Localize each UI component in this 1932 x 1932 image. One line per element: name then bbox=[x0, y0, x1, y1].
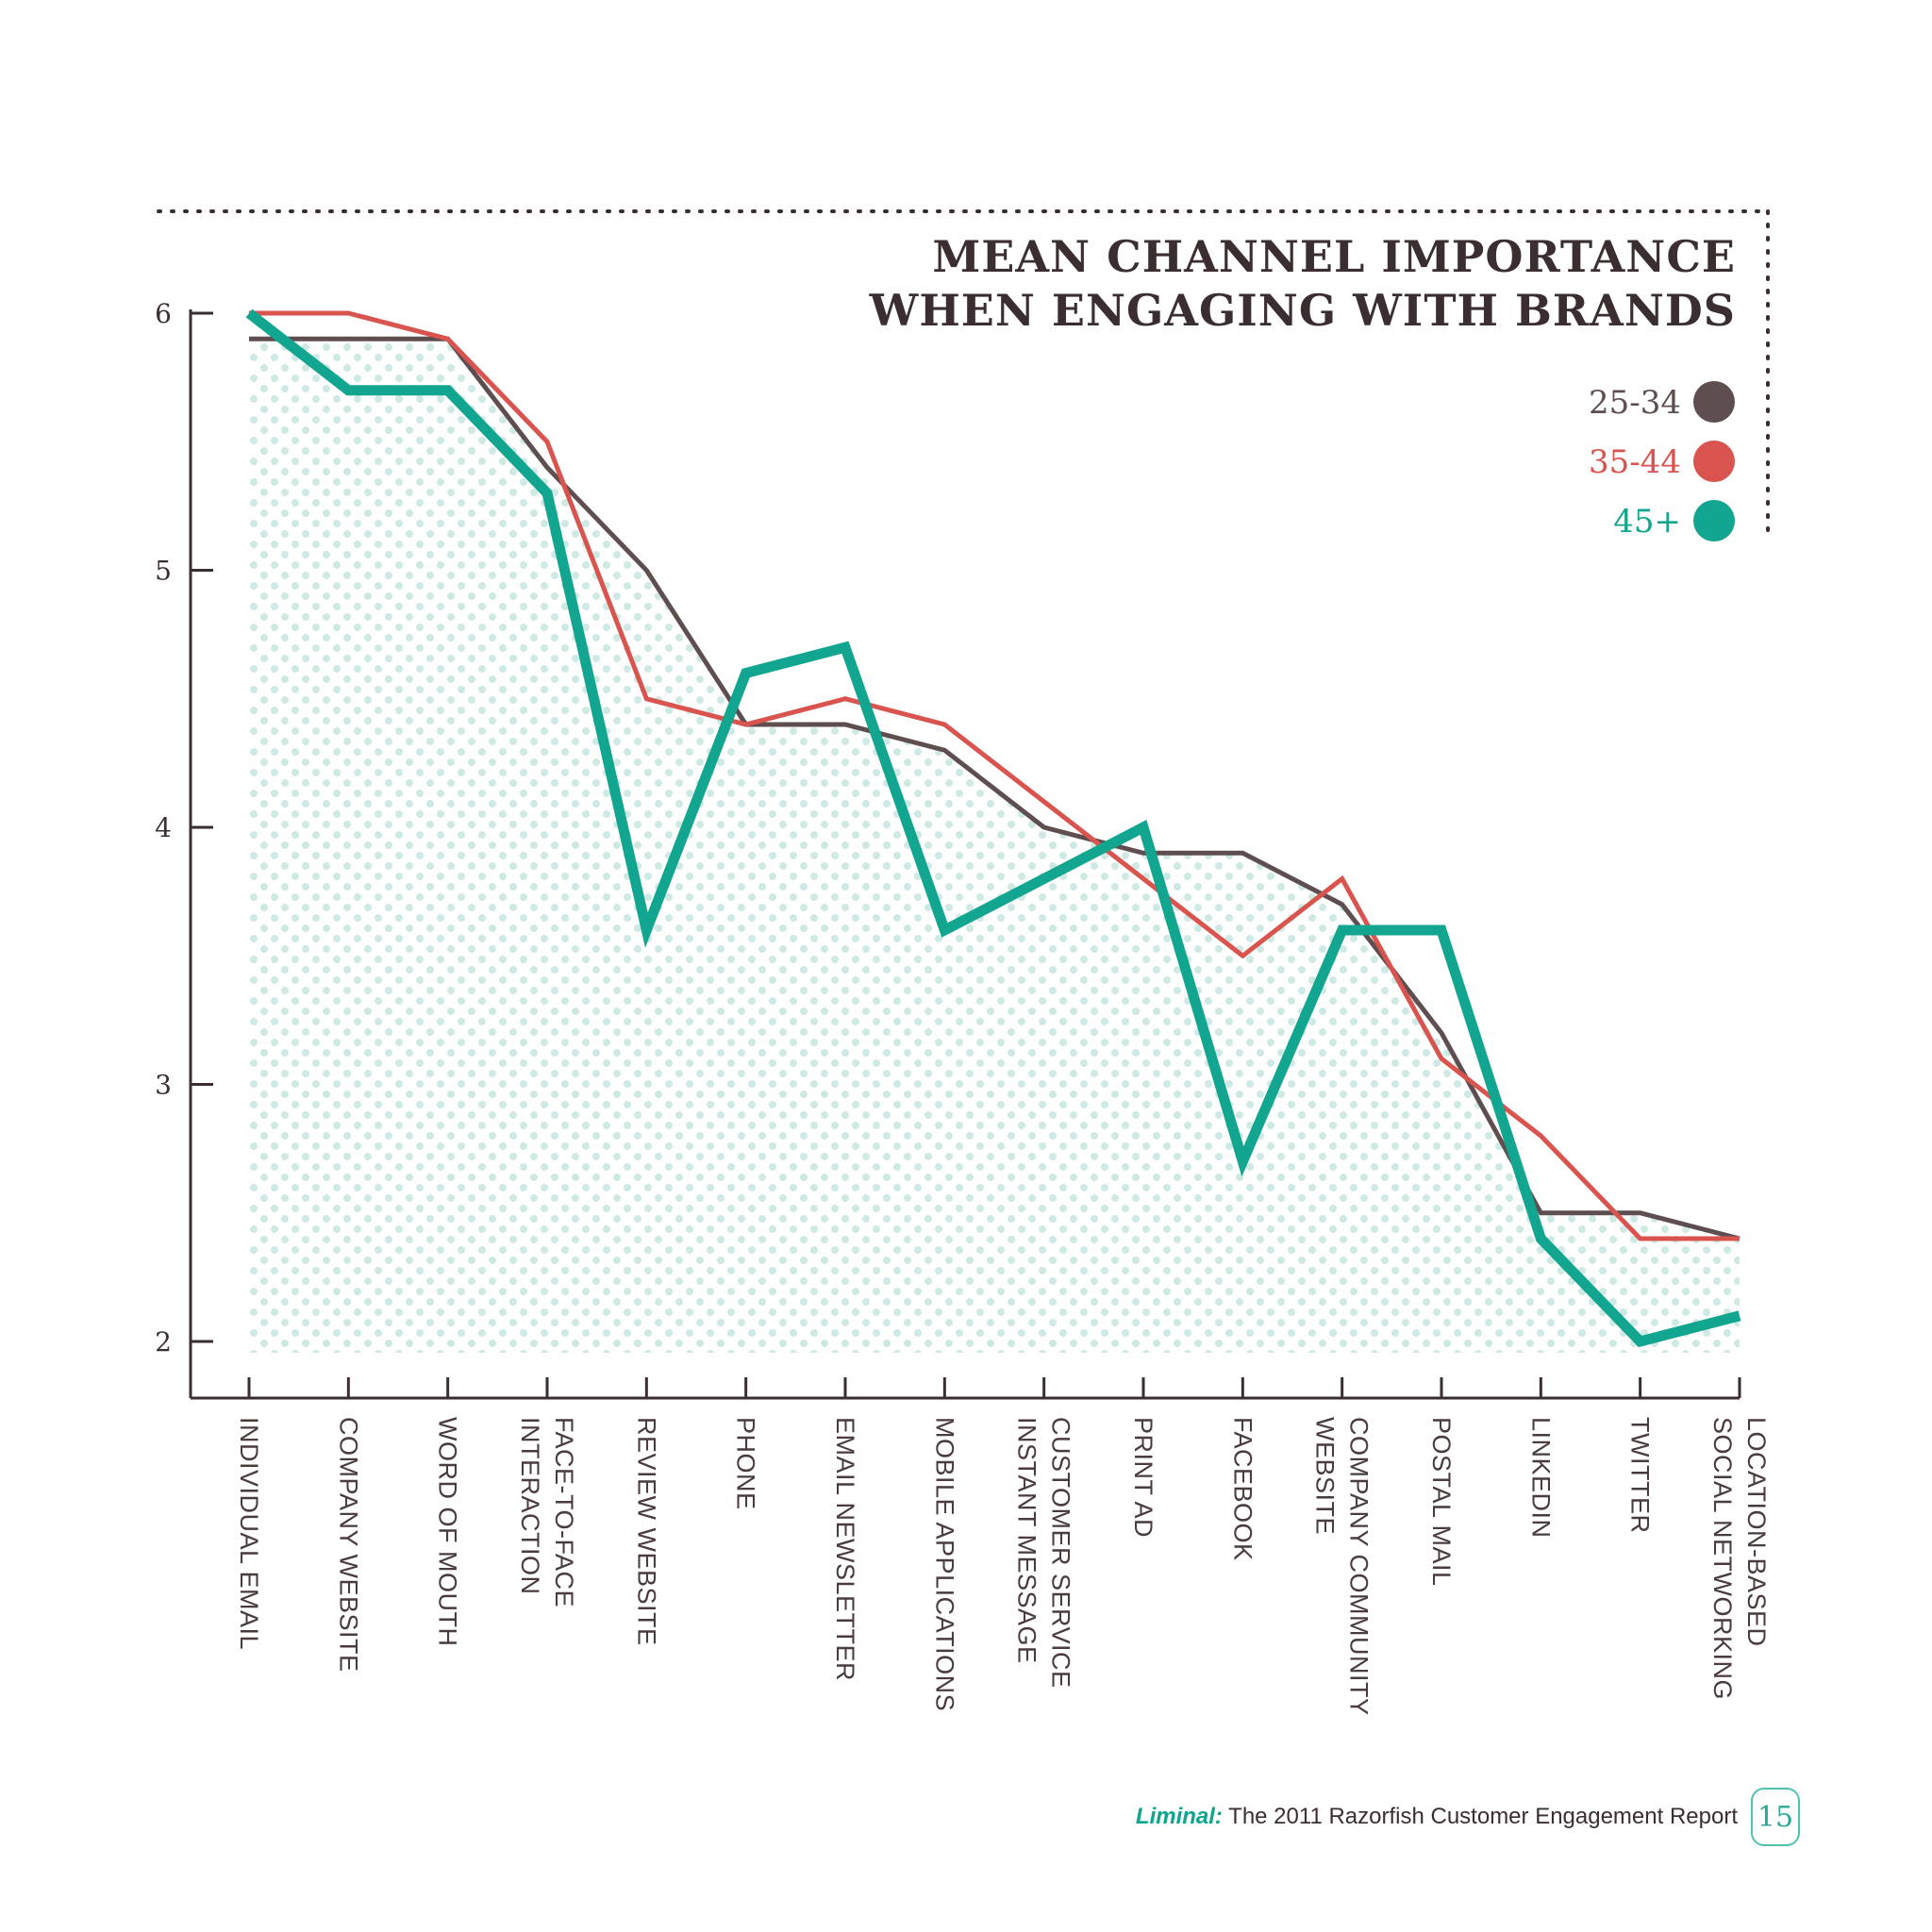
y-tick-label-5: 5 bbox=[155, 556, 172, 587]
x-tick-label: PRINT AD bbox=[1129, 1417, 1158, 1538]
x-tick-label: EMAIL NEWSLETTER bbox=[831, 1417, 859, 1681]
x-tick-label: MOBILE APPLICATIONS bbox=[930, 1417, 958, 1711]
x-tick-label: POSTAL MAIL bbox=[1427, 1417, 1456, 1587]
x-tick-label: WEBSITE bbox=[1311, 1417, 1340, 1535]
legend-swatch-35-44 bbox=[1693, 441, 1735, 482]
x-axis-labels: INDIVIDUAL EMAIL COMPANY WEBSITE WORD OF M… bbox=[235, 1417, 1771, 1716]
series-line-25-34 bbox=[249, 336, 1740, 1241]
x-tick-label: PHONE bbox=[732, 1417, 760, 1510]
y-tick-label-3: 3 bbox=[155, 1070, 172, 1101]
x-tick-label: COMPANY COMMUNITY bbox=[1345, 1417, 1374, 1716]
footer-text: The 2011 Razorfish Customer Engagement R… bbox=[1228, 1804, 1738, 1829]
x-tick-label: SOCIAL NETWORKING bbox=[1708, 1417, 1737, 1700]
x-tick-label: INTERACTION bbox=[516, 1417, 544, 1595]
x-tick-label: COMPANY WEBSITE bbox=[334, 1417, 362, 1673]
x-tick-label: INSTANT MESSAGE bbox=[1013, 1417, 1041, 1664]
x-tick-label: LOCATION-BASED bbox=[1742, 1417, 1771, 1647]
x-tick-label: TWITTER bbox=[1626, 1417, 1655, 1533]
series-line-45+ bbox=[245, 308, 1741, 1348]
legend-swatch-45+ bbox=[1693, 500, 1735, 541]
legend-label-25-34: 25-34 bbox=[1589, 384, 1681, 422]
axes: 2 3 4 5 6 bbox=[155, 298, 1741, 1400]
footer-brand: Liminal: bbox=[1135, 1804, 1223, 1829]
dotted-area bbox=[249, 339, 1740, 1353]
area-fill bbox=[249, 339, 1740, 1353]
x-tick-label: CUSTOMER SERVICE bbox=[1047, 1417, 1075, 1689]
y-tick-label-6: 6 bbox=[155, 298, 172, 329]
series-lines bbox=[245, 308, 1741, 1348]
x-tick-label: FACE-TO-FACE bbox=[550, 1417, 578, 1607]
legend-label-45+: 45+ bbox=[1613, 503, 1681, 541]
y-tick-label-2: 2 bbox=[155, 1326, 172, 1357]
x-tick-label: LINKEDIN bbox=[1526, 1417, 1555, 1539]
page-number: 15 bbox=[1751, 1788, 1800, 1846]
x-tick-label: INDIVIDUAL EMAIL bbox=[235, 1417, 263, 1650]
y-tick-label-4: 4 bbox=[155, 812, 172, 843]
x-tick-label: WORD OF MOUTH bbox=[434, 1417, 462, 1646]
x-tick-label: REVIEW WEBSITE bbox=[632, 1417, 660, 1646]
x-tick-label: FACEBOOK bbox=[1228, 1417, 1257, 1561]
legend-swatch-25-34 bbox=[1693, 381, 1735, 423]
legend-label-35-44: 35-44 bbox=[1589, 443, 1681, 481]
chart-title-line-1: MEAN CHANNEL IMPORTANCE bbox=[932, 231, 1736, 282]
page-footer: Liminal: The 2011 Razorfish Customer Eng… bbox=[1136, 1788, 1800, 1846]
legend: 25-34 35-44 45+ bbox=[1589, 381, 1735, 541]
chart-title-line-2: WHEN ENGAGING WITH BRANDS bbox=[869, 285, 1736, 336]
